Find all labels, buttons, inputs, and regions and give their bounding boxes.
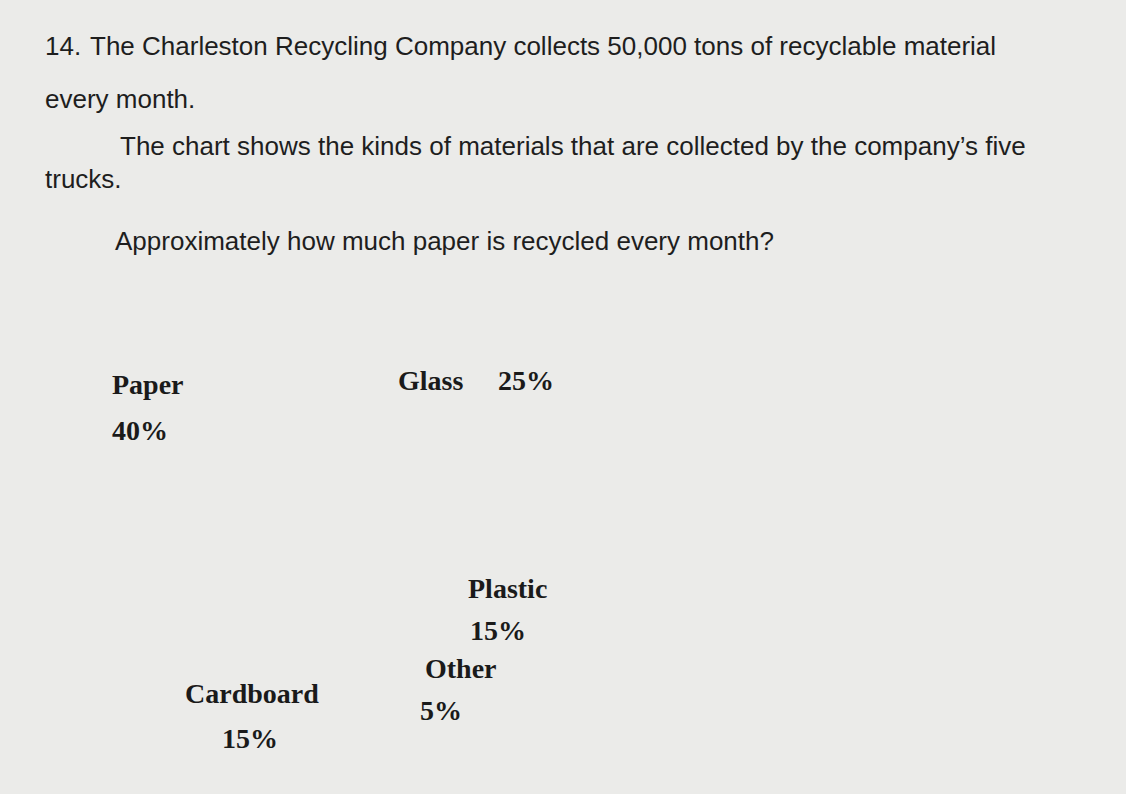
pie-slice — [320, 524, 409, 669]
question-line: Approximately how much paper is recycled… — [115, 226, 774, 256]
category-label: Cardboard — [185, 678, 319, 709]
pie-slice — [168, 372, 320, 647]
pie-slice — [320, 524, 472, 647]
background — [0, 0, 1126, 794]
category-label: Glass — [398, 365, 463, 396]
category-label: Plastic — [468, 573, 547, 604]
data-label: 25% — [498, 365, 554, 396]
question-number: 14. — [45, 31, 81, 61]
category-label: Other — [425, 653, 497, 684]
labels: Glass 25% Plastic 15% Other 5% Cardboard 15% Pap… — [112, 365, 554, 754]
question-line: The Charleston Recycling Company collect… — [90, 31, 996, 61]
question-line: trucks. — [45, 164, 122, 194]
question-line: every month. — [45, 84, 195, 114]
data-label: 40% — [112, 415, 168, 446]
pie-slice — [231, 524, 367, 676]
category-label: Paper — [112, 369, 184, 400]
data-label: 15% — [470, 615, 526, 646]
question-line: The chart shows the kinds of materials t… — [120, 131, 1026, 161]
page: 14. The Charleston Recycling Company coll… — [0, 0, 1126, 794]
question: 14. The Charleston Recycling Company coll… — [45, 31, 1026, 256]
data-label: 5% — [420, 695, 462, 726]
data-label: 15% — [222, 723, 278, 754]
pie — [168, 372, 472, 676]
